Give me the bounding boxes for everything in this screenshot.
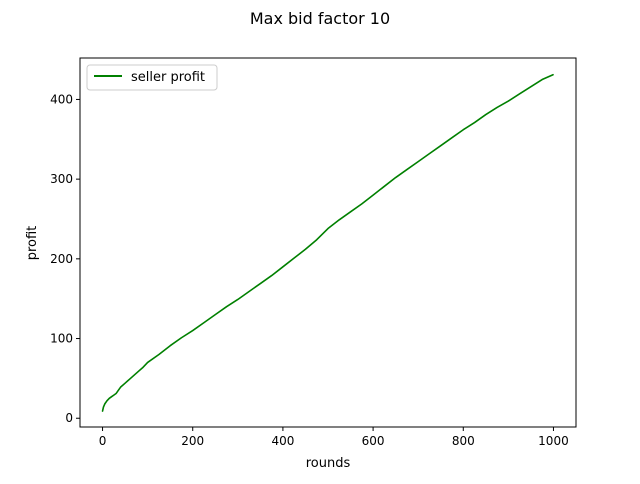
x-tick-label: 400 <box>271 434 294 448</box>
series-line-0 <box>101 73 554 412</box>
y-tick-label: 0 <box>65 411 73 425</box>
plot-frame <box>79 57 577 428</box>
x-axis-label: rounds <box>306 456 351 471</box>
chart-title: Max bid factor 10 <box>250 9 390 28</box>
y-axis-label: profit <box>25 226 40 261</box>
x-axis-ticks: 0 200 400 600 800 1000 <box>99 427 569 448</box>
plot-area <box>101 73 554 412</box>
y-tick-label: 300 <box>50 172 73 186</box>
y-tick-label: 200 <box>50 252 73 266</box>
x-tick-label: 200 <box>181 434 204 448</box>
legend-label-seller-profit: seller profit <box>131 70 205 85</box>
legend: seller profit <box>86 64 218 91</box>
x-tick-label: 0 <box>99 434 107 448</box>
x-tick-label: 1000 <box>538 434 569 448</box>
legend-box <box>86 64 218 91</box>
y-tick-label: 100 <box>50 332 73 346</box>
y-tick-label: 400 <box>50 92 73 106</box>
x-tick-label: 600 <box>362 434 385 448</box>
y-axis-ticks: 0 100 200 300 400 <box>50 92 80 425</box>
x-tick-label: 800 <box>452 434 475 448</box>
